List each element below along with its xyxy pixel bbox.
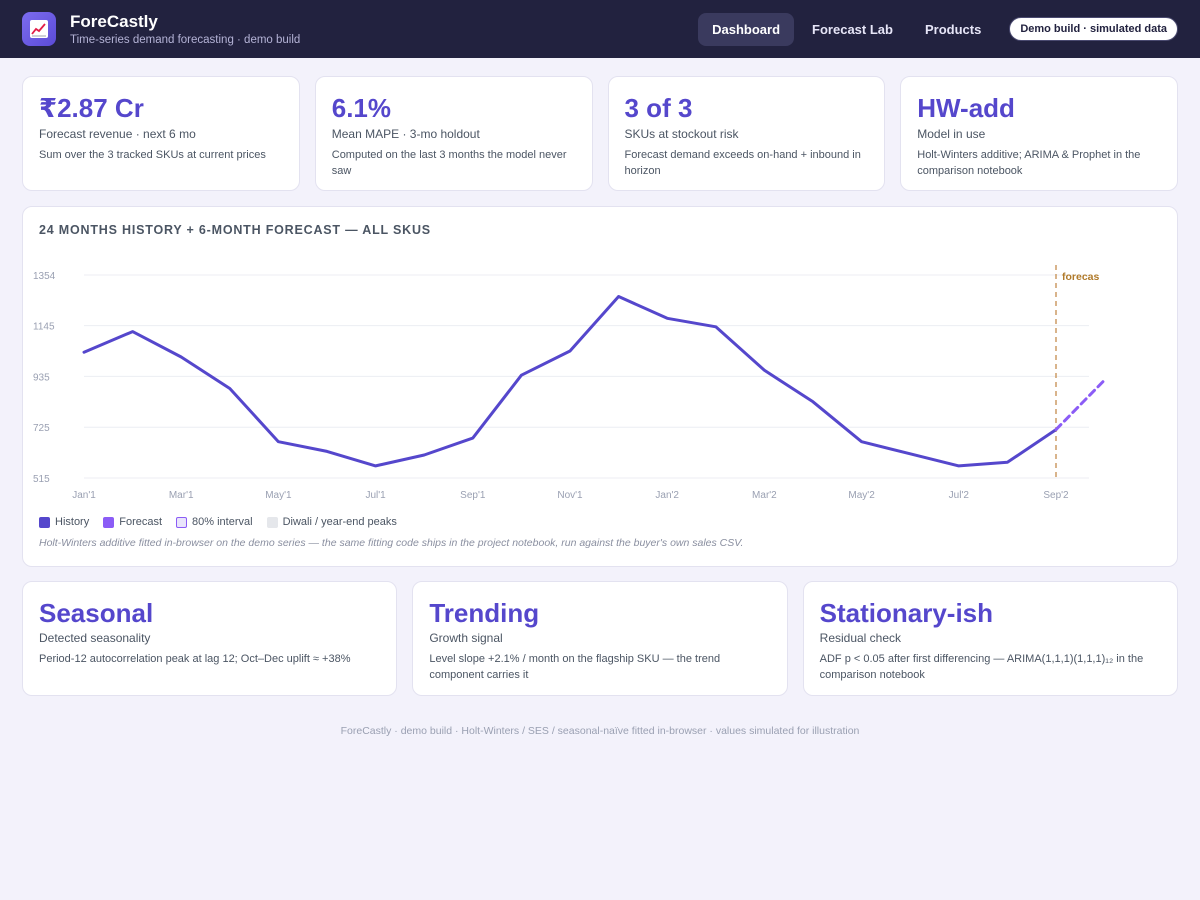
x-tick-label: Mar'2 — [752, 490, 777, 501]
kpi-note: Sum over the 3 tracked SKUs at current p… — [39, 149, 266, 161]
signal-label: Growth signal — [429, 631, 503, 645]
nav-dashboard[interactable]: Dashboard — [698, 12, 795, 46]
chart-caption: Holt-Winters additive fitted in-browser … — [39, 537, 744, 549]
signal-note: ADF p < 0.05 after first differencing — … — [819, 653, 1144, 681]
kpi-card-stockout: 3 of 3 SKUs at stockout risk Forecast de… — [607, 76, 886, 191]
x-tick-label: Jul'1 — [365, 490, 386, 501]
kpi-card-mape: 6.1% Mean MAPE · 3-mo holdout Computed o… — [314, 76, 593, 191]
x-tick-label: May'2 — [848, 490, 875, 501]
kpi-row: ₹2.87 Cr Forecast revenue · next 6 mo Su… — [22, 76, 1178, 191]
kpi-label: Mean MAPE · 3-mo holdout — [331, 127, 480, 141]
x-tick-label: Jul'2 — [949, 490, 970, 501]
app-subtitle: Time-series demand forecasting · demo bu… — [70, 34, 301, 46]
x-tick-label: Sep'2 — [1043, 490, 1069, 501]
interval-swatch-icon — [176, 516, 188, 528]
x-tick-label: Nov'1 — [557, 490, 583, 501]
signal-label: Residual check — [819, 631, 902, 645]
history-series-line — [82, 295, 1058, 468]
x-tick-label: Jan'1 — [72, 490, 96, 501]
signals-row: Seasonal Detected seasonality Period-12 … — [22, 581, 1178, 696]
signal-card-stationary: Stationary-ish Residual check ADF p < 0.… — [802, 581, 1178, 696]
kpi-value: 6.1% — [331, 93, 392, 123]
chart-title: 24 months history + 6-month forecast — a… — [39, 223, 431, 237]
legend-label: Forecast — [119, 516, 163, 528]
legend-label: History — [55, 516, 90, 528]
kpi-value: 3 of 3 — [624, 93, 693, 123]
signal-note: Period-12 autocorrelation peak at lag 12… — [39, 653, 351, 665]
peaks-swatch-icon — [266, 516, 278, 528]
x-tick-label: Mar'1 — [169, 490, 194, 501]
y-tick-label: 725 — [33, 423, 50, 434]
y-tick-label: 1354 — [33, 271, 56, 282]
y-tick-label: 515 — [33, 474, 50, 485]
forecast-marker-label: forecas — [1062, 271, 1100, 283]
kpi-note: Holt-Winters additive; ARIMA & Prophet i… — [917, 149, 1141, 177]
demo-badge: Demo build · simulated data — [1009, 17, 1178, 41]
signal-card-trending: Trending Growth signal Level slope +2.1%… — [412, 581, 788, 696]
kpi-value: ₹2.87 Cr — [39, 93, 144, 123]
app-header: ForeCastly Time-series demand forecastin… — [0, 0, 1200, 58]
signal-value: Seasonal — [39, 598, 154, 628]
forecast-chart-card: 24 months history + 6-month forecast — a… — [22, 206, 1178, 567]
kpi-label: Forecast revenue · next 6 mo — [39, 127, 196, 141]
legend-label: 80% interval — [192, 516, 253, 528]
history-swatch-icon — [39, 516, 50, 528]
legend-label: Diwali / year-end peaks — [282, 516, 397, 528]
kpi-card-model: HW-add Model in use Holt-Winters additiv… — [900, 76, 1178, 191]
main-nav: Dashboard Forecast Lab Products — [694, 12, 995, 46]
kpi-label: Model in use — [917, 127, 986, 141]
kpi-note: Computed on the last 3 months the model … — [331, 149, 567, 177]
brand: ForeCastly Time-series demand forecastin… — [70, 12, 300, 46]
chart-legend: History Forecast 80% interval Diwali / y… — [39, 516, 397, 528]
app-name: ForeCastly — [70, 12, 158, 31]
kpi-label: SKUs at stockout risk — [624, 127, 739, 141]
y-tick-label: 1145 — [33, 322, 55, 333]
x-tick-label: May'1 — [265, 490, 292, 501]
forecast-swatch-icon — [103, 516, 115, 528]
legend-item-interval[interactable]: 80% interval — [176, 516, 253, 528]
forecast-chart[interactable]: 515 725 935 1145 1354 Jan'1 Mar'1 May'1 Jul'1 Sep… — [23, 247, 1177, 509]
chart-trend-icon[interactable] — [22, 12, 56, 46]
kpi-value: HW-add — [917, 93, 1015, 123]
signal-value: Stationary-ish — [819, 598, 994, 628]
forecast-series-line — [1054, 378, 1107, 432]
y-tick-label: 935 — [33, 372, 50, 383]
kpi-note: Forecast demand exceeds on-hand + inboun… — [624, 149, 861, 177]
legend-item-forecast[interactable]: Forecast — [103, 516, 162, 528]
nav-forecast-lab[interactable]: Forecast Lab — [812, 21, 893, 37]
signal-label: Detected seasonality — [39, 631, 151, 645]
signal-note: Level slope +2.1% / month on the flagshi… — [429, 653, 721, 681]
legend-item-peaks[interactable]: Diwali / year-end peaks — [266, 516, 397, 528]
x-tick-label: Sep'1 — [460, 490, 486, 501]
kpi-card-revenue: ₹2.87 Cr Forecast revenue · next 6 mo Su… — [22, 76, 300, 191]
signal-value: Trending — [429, 598, 540, 628]
page-footer: ForeCastly · demo build · Holt-Winters /… — [340, 725, 860, 737]
signal-card-seasonal: Seasonal Detected seasonality Period-12 … — [22, 581, 398, 696]
x-tick-label: Jan'2 — [655, 490, 679, 501]
legend-item-history[interactable]: History — [39, 516, 89, 528]
nav-products[interactable]: Products — [924, 21, 982, 37]
